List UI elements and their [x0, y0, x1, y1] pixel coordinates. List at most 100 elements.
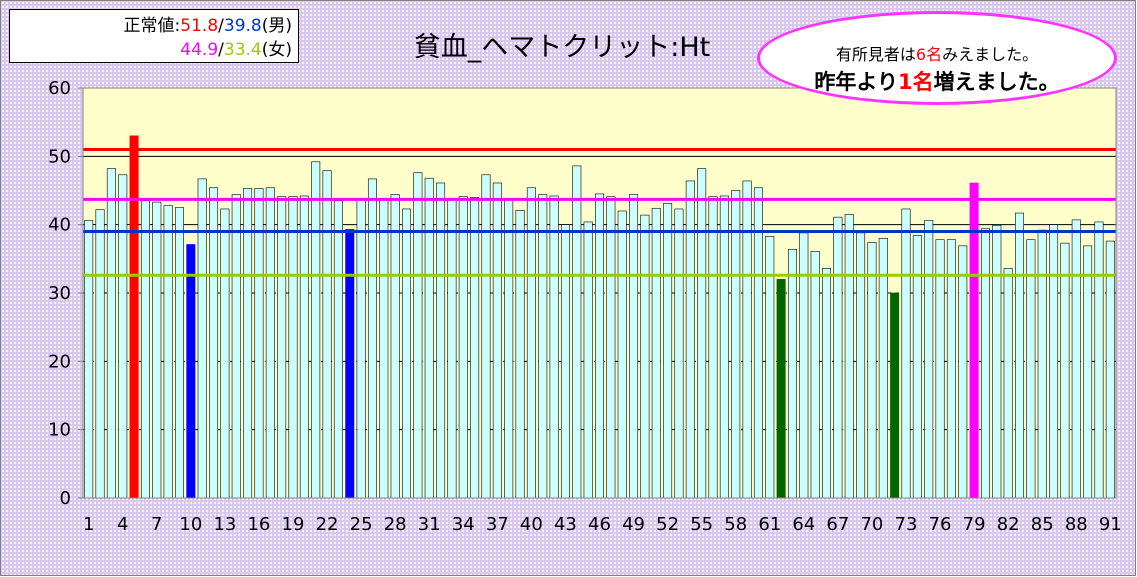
bar-80 [980, 228, 990, 499]
bar-73 [901, 208, 911, 499]
bar-35 [470, 197, 480, 499]
bar-52 [663, 203, 673, 499]
bar-58 [731, 190, 741, 499]
x-tick-67: 67 [826, 514, 849, 535]
x-tick-49: 49 [622, 514, 645, 535]
bar-46 [594, 193, 605, 499]
bar-23 [333, 200, 343, 499]
x-tick-34: 34 [452, 514, 475, 535]
chart-title: 貧血_ヘマトクリット:Ht [414, 32, 711, 63]
x-tick-82: 82 [997, 514, 1020, 535]
x-tick-19: 19 [282, 514, 305, 535]
bar-12 [209, 187, 219, 499]
bar-65 [810, 251, 820, 499]
bar-66 [822, 268, 832, 499]
bar-38 [504, 199, 514, 499]
bar-81 [992, 225, 1002, 499]
comparison-prefix: 昨年より [814, 70, 898, 94]
comparison-count: 1名 [897, 70, 934, 94]
y-tick-20: 20 [48, 351, 71, 372]
bar-7 [152, 201, 162, 499]
x-tick-88: 88 [1065, 514, 1088, 535]
x-tick-58: 58 [724, 514, 747, 535]
x-tick-16: 16 [247, 514, 270, 535]
bar-78 [958, 245, 968, 499]
findings-prefix: 有所見者は [835, 45, 916, 64]
x-tick-61: 61 [758, 514, 781, 535]
bar-51 [651, 207, 661, 499]
x-tick-1: 1 [83, 514, 94, 535]
bar-91 [1105, 240, 1115, 499]
bar-47 [606, 196, 616, 499]
x-tick-40: 40 [520, 514, 543, 535]
bar-36 [481, 174, 491, 499]
bar-49 [629, 194, 639, 499]
bar-53 [674, 208, 684, 499]
bar-89 [1083, 245, 1093, 499]
female-normal-row: 44.9/33.4(女) [10, 38, 292, 62]
bar-3 [106, 168, 116, 499]
male-lower-value: 39.8 [223, 16, 262, 36]
bar-29 [402, 208, 412, 499]
findings-line-1: 有所見者は6名みえました。 [760, 41, 1114, 65]
male-separator: / [218, 16, 224, 36]
bar-82 [1003, 268, 1013, 499]
bar-6 [140, 200, 150, 499]
bar-85 [1037, 229, 1047, 499]
x-tick-85: 85 [1031, 514, 1054, 535]
x-tick-28: 28 [384, 514, 407, 535]
y-tick-60: 60 [48, 78, 71, 99]
bar-30 [413, 172, 423, 499]
bar-5 [129, 135, 139, 499]
x-tick-46: 46 [588, 514, 611, 535]
bar-72 [890, 292, 900, 499]
bar-31 [424, 177, 434, 499]
y-tick-30: 30 [48, 283, 71, 304]
findings-callout: 有所見者は6名みえました。 昨年より1名増えました。 [757, 11, 1117, 105]
bar-20 [299, 195, 309, 499]
bar-87 [1060, 242, 1070, 499]
bar-33 [447, 198, 457, 499]
bar-75 [924, 220, 934, 499]
male-upper-value: 51.8 [180, 16, 219, 36]
bar-69 [856, 232, 866, 499]
bar-70 [867, 242, 877, 499]
y-tick-0: 0 [60, 488, 71, 509]
bar-22 [322, 170, 332, 499]
bar-25 [356, 199, 366, 499]
x-tick-10: 10 [179, 514, 202, 535]
bar-18 [277, 196, 287, 499]
bar-76 [935, 239, 945, 499]
female-lower-value: 33.4 [223, 40, 262, 60]
bar-11 [197, 178, 207, 499]
bar-28 [390, 194, 400, 499]
x-tick-4: 4 [117, 514, 128, 535]
bar-21 [311, 161, 321, 499]
bar-14 [231, 194, 241, 499]
bar-84 [1026, 239, 1036, 499]
bar-71 [878, 238, 888, 499]
bar-9 [174, 207, 184, 499]
bar-34 [458, 196, 468, 499]
female-separator: / [218, 40, 224, 60]
bar-2 [95, 209, 105, 499]
bar-8 [163, 205, 173, 499]
bar-64 [799, 232, 809, 499]
bar-48 [617, 210, 627, 499]
bar-1 [84, 220, 94, 499]
bar-26 [367, 178, 377, 499]
female-upper-value: 44.9 [180, 40, 219, 60]
bar-16 [254, 188, 264, 499]
female-label: (女) [261, 40, 292, 60]
x-tick-25: 25 [350, 514, 373, 535]
x-tick-31: 31 [418, 514, 441, 535]
bar-24 [345, 229, 355, 499]
x-tick-22: 22 [316, 514, 339, 535]
bar-13 [220, 208, 230, 499]
y-tick-50: 50 [48, 146, 71, 167]
bar-59 [742, 180, 752, 499]
bar-57 [719, 195, 729, 499]
x-tick-91: 91 [1099, 514, 1122, 535]
bar-40 [526, 187, 536, 499]
